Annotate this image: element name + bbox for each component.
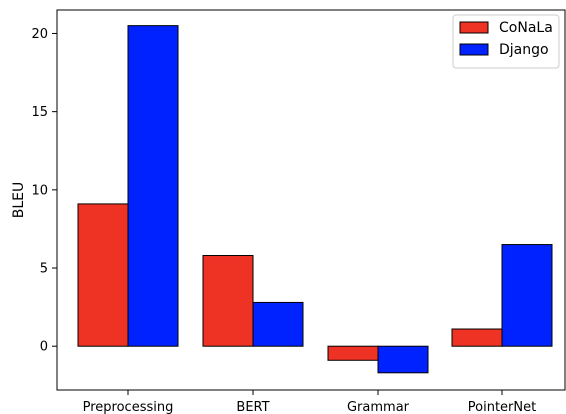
bar-conala-grammar: [327, 345, 379, 361]
x-tick-label-grammar: Grammar: [347, 400, 410, 414]
bar-conala-preprocessing: [77, 203, 129, 347]
legend-swatch-django: [459, 43, 489, 56]
bars-layer: [77, 25, 553, 374]
legend: CoNaLa Django: [452, 14, 560, 69]
y-axis-title: BLEU: [11, 182, 27, 219]
x-tick-label-preprocessing: Preprocessing: [83, 400, 174, 414]
y-tick-label: 5: [40, 262, 48, 277]
x-ticks: Preprocessing BERT Grammar PointerNet: [83, 390, 536, 414]
y-ticks: 0 5 10 15 20: [31, 27, 57, 355]
bar-django-grammar: [377, 345, 429, 374]
bar-django-bert: [252, 301, 304, 347]
bar-conala-pointernet: [451, 328, 503, 347]
bar-django-pointernet: [501, 244, 553, 347]
legend-label-conala: CoNaLa: [499, 20, 553, 36]
y-tick-label: 10: [31, 183, 48, 198]
y-tick-label: 0: [40, 340, 48, 355]
legend-label-django: Django: [499, 42, 549, 58]
y-tick-label: 20: [31, 27, 48, 42]
legend-swatch-conala: [459, 21, 489, 34]
x-tick-label-bert: BERT: [236, 400, 269, 414]
x-tick-label-pointernet: PointerNet: [468, 400, 536, 414]
bar-django-preprocessing: [127, 25, 179, 347]
y-tick-label: 15: [31, 105, 48, 120]
bar-conala-bert: [202, 255, 254, 347]
